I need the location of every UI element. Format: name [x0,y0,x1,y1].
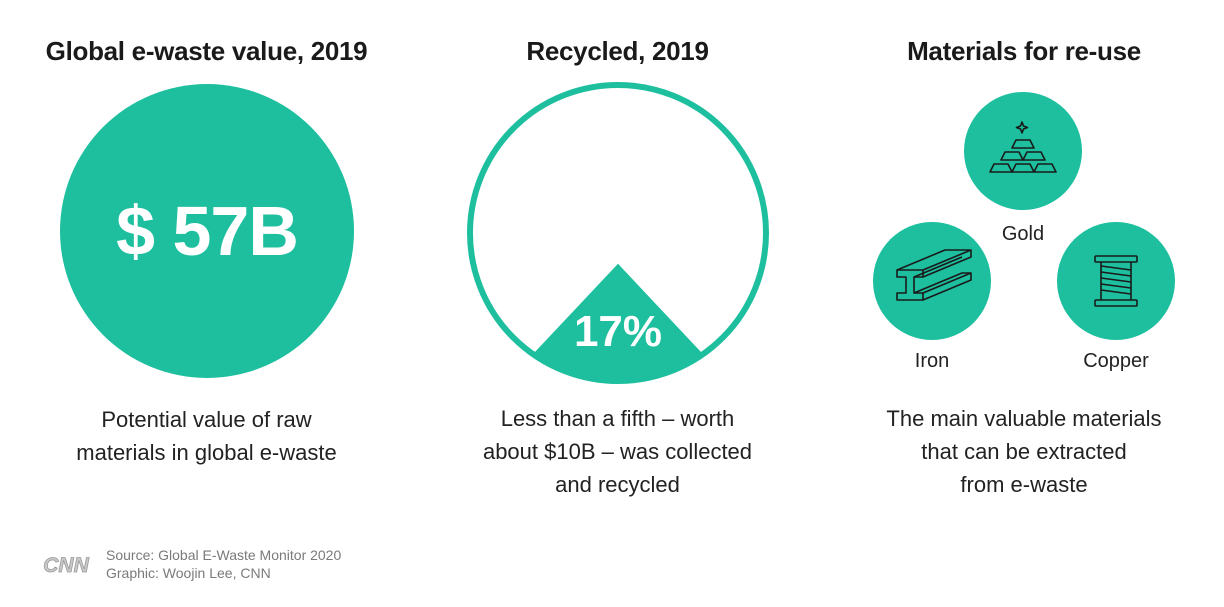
material-label-iron: Iron [914,350,950,372]
iron-circle [873,222,991,340]
cnn-logo-text: CNN [43,554,89,577]
value-caption: Potential value of raw materials in glob… [40,403,373,469]
value-panel-title: Global e-waste value, 2019 [45,36,368,66]
recycled-chart: 17% [467,82,769,384]
graphic-credit: Graphic: Woojin Lee, CNN [106,565,271,581]
materials-caption-line: that can be extracted [921,439,1127,464]
value-label: $ 57B [116,192,299,270]
iron-beam-icon [896,249,972,301]
gold-bars-icon [989,121,1057,173]
recycled-panel: Recycled, 2019 17% Less than a fifth – w… [455,0,780,520]
value-panel: Global e-waste value, 2019 $ 57B Potenti… [40,0,373,520]
materials-panel-title: Materials for re-use [907,36,1141,66]
value-caption-line: Potential value of raw [101,407,312,432]
value-caption-line: materials in global e-waste [76,440,337,465]
recycled-caption-line: Less than a fifth – worth [500,406,735,431]
recycled-caption-line: and recycled [555,472,680,497]
recycled-panel-title: Recycled, 2019 [526,36,709,66]
recycled-share-wedge [503,263,733,381]
recycled-percent-label: 17% [574,307,662,356]
footer: CNN Source: Global E-Waste Monitor 2020 … [40,546,341,582]
materials-caption-line: The main valuable materials [886,406,1162,431]
source-note: Source: Global E-Waste Monitor 2020 [106,547,342,563]
footer-text: Source: Global E-Waste Monitor 2020 Grap… [106,546,341,582]
recycled-caption: Less than a fifth – worth about $10B – w… [455,402,780,501]
copper-spool-icon [1094,255,1138,307]
recycled-caption-line: about $10B – was collected [482,439,753,464]
cnn-logo: CNN [40,550,92,578]
materials-caption-line: from e-waste [960,472,1088,497]
value-circle: $ 57B [60,84,354,378]
materials-caption: The main valuable materials that can be … [858,402,1190,501]
material-label-copper: Copper [1083,350,1149,372]
materials-panel: Materials for re-use Gold [858,0,1190,520]
material-label-gold: Gold [1001,223,1045,245]
gold-circle [964,92,1082,210]
copper-circle [1057,222,1175,340]
